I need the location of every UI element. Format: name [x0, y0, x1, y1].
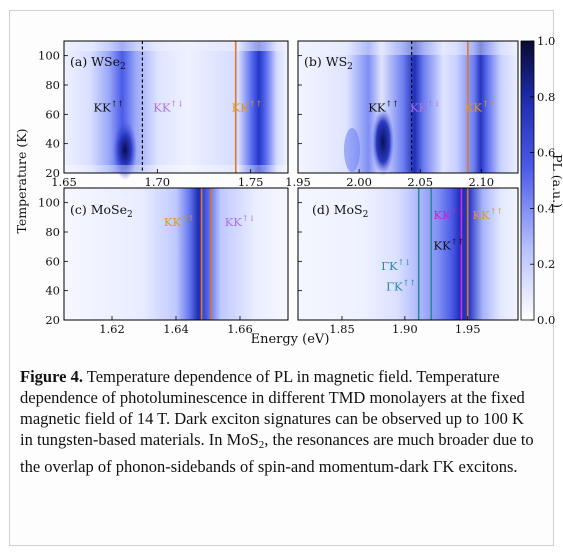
colorbar-label: PL (a.u.) [550, 154, 563, 208]
panel-b-x-tick-label-1: 2.00 [346, 175, 372, 189]
colorbar: 0.0 0.2 0.4 0.6 0.8 1.0 PL (a.u.) [520, 34, 563, 327]
panel-c-heatmap [64, 188, 288, 320]
panel-b-annotation-1: KK↑↓ [410, 99, 441, 114]
figure-caption: Figure 4. Temperature dependence of PL i… [20, 366, 540, 477]
panel-a-heatmap [64, 41, 288, 173]
panel-b-heatmap [298, 41, 518, 173]
panel-c-annotation-1: KK↑↓ [225, 214, 256, 229]
colorbar-tick-label-2: 0.4 [537, 201, 555, 215]
panel-d-annotation-2: KK↑↑ [434, 238, 465, 253]
caption-body-2: , the resonances are much broader due to… [20, 430, 534, 476]
panel-d-x-tick-label-1: 1.90 [392, 322, 418, 336]
colorbar-tick-label-3: 0.6 [537, 146, 555, 160]
panel-b-label: (b) WS2 [304, 54, 353, 72]
panel-b-annotation-0: KK↑↑ [368, 99, 399, 114]
colorbar-tick-label-0: 0.0 [537, 313, 555, 327]
panel-c-y-tick-label-3: 80 [45, 225, 60, 239]
panel-d-heatmap [298, 188, 518, 320]
panel-b-x-tick-label-0: 1.95 [285, 175, 311, 189]
panel-a-y-tick-label-3: 80 [45, 78, 60, 92]
caption-body-1: Temperature dependence of photoluminesce… [20, 367, 525, 449]
caption-label: Figure 4. [20, 367, 83, 386]
panel-c-x-tick-label-1: 1.64 [163, 322, 189, 336]
y-axis-label: Temperature (K) [14, 129, 29, 234]
panel-d-annotation-1: KK↑↑ [473, 207, 504, 222]
panel-d-x-tick-label-0: 1.85 [329, 322, 355, 336]
panel-a-label: (a) WSe2 [70, 54, 126, 72]
caption-title: Temperature dependence of PL in magnetic… [86, 367, 413, 386]
panel-d-annotation-3: ΓK↑↓ [381, 258, 411, 273]
panel-a-x-tick-label-0: 1.65 [51, 175, 77, 189]
panel-a-annotation-1: KK↑↓ [153, 99, 184, 114]
panel-a-x-tick-label-1: 1.70 [145, 175, 171, 189]
x-axis-label: Energy (eV) [251, 332, 330, 347]
panel-b: 1.95 2.00 2.05 2.10 (b) WS2 KK↑↑ KK↑↓ KK↑↑ [285, 40, 519, 189]
caption-body-sub: 2 [258, 439, 265, 451]
panel-a-bright-spot [113, 120, 137, 180]
colorbar-tick-label-1: 0.2 [537, 257, 555, 271]
panel-d-x-tick-label-2: 1.95 [455, 322, 481, 336]
panel-c-x-tick-label-0: 1.62 [99, 322, 125, 336]
figure-4-plot: 1.65 1.70 1.75 20 40 60 80 100 (a) WSe2 KK↑↑ KK↑… [14, 34, 563, 347]
panel-b-x-tick-label-3: 2.10 [469, 175, 495, 189]
panel-c-y-tick-label-4: 100 [38, 196, 60, 210]
colorbar-tick-label-4: 0.8 [537, 90, 555, 104]
panel-c-y-tick-label-2: 60 [45, 254, 60, 268]
panel-a-y-tick-label-1: 40 [45, 137, 60, 151]
panel-c-annotation-0: KK↑↑ [164, 214, 195, 229]
panel-a-x-tick-label-2: 1.75 [238, 175, 264, 189]
panel-d-label: (d) MoS2 [312, 202, 368, 220]
colorbar-tick-label-5: 1.0 [537, 34, 555, 48]
panel-c-y-tick-label-1: 40 [45, 284, 60, 298]
panel-a-annotation-2: KK↑↑ [232, 99, 263, 114]
panel-a-y-tick-label-2: 60 [45, 107, 60, 121]
panel-b-x-tick-label-2: 2.05 [407, 175, 433, 189]
panel-d: 1.85 1.90 1.95 (d) MoS2 KK↑↓ KK↑↑ KK↑↑ ΓK↑↓ ΓK… [297, 187, 519, 336]
panel-d-annotation-0: KK↑↓ [434, 207, 465, 222]
colorbar-gradient [520, 40, 535, 321]
panel-a-y-tick-label-0: 20 [45, 166, 60, 180]
panel-c-label: (c) MoSe2 [70, 202, 133, 220]
panel-c-y-tick-label-0: 20 [45, 313, 60, 327]
panel-a: 1.65 1.70 1.75 20 40 60 80 100 (a) WSe2 KK↑↑ KK↑… [38, 40, 289, 189]
panel-a-annotation-0: KK↑↑ [94, 99, 125, 114]
panel-b-bright-spot [372, 108, 394, 176]
panel-b-annotation-2: KK↑↑ [465, 99, 496, 114]
panel-a-y-tick-label-4: 100 [38, 49, 60, 63]
panel-c-x-tick-label-2: 1.66 [227, 322, 253, 336]
panel-c: 1.62 1.64 1.66 20 40 60 80 100 (c) MoSe2 KK↑↑ KK… [38, 187, 289, 336]
panel-d-annotation-4: ΓK↑↑ [386, 279, 416, 294]
